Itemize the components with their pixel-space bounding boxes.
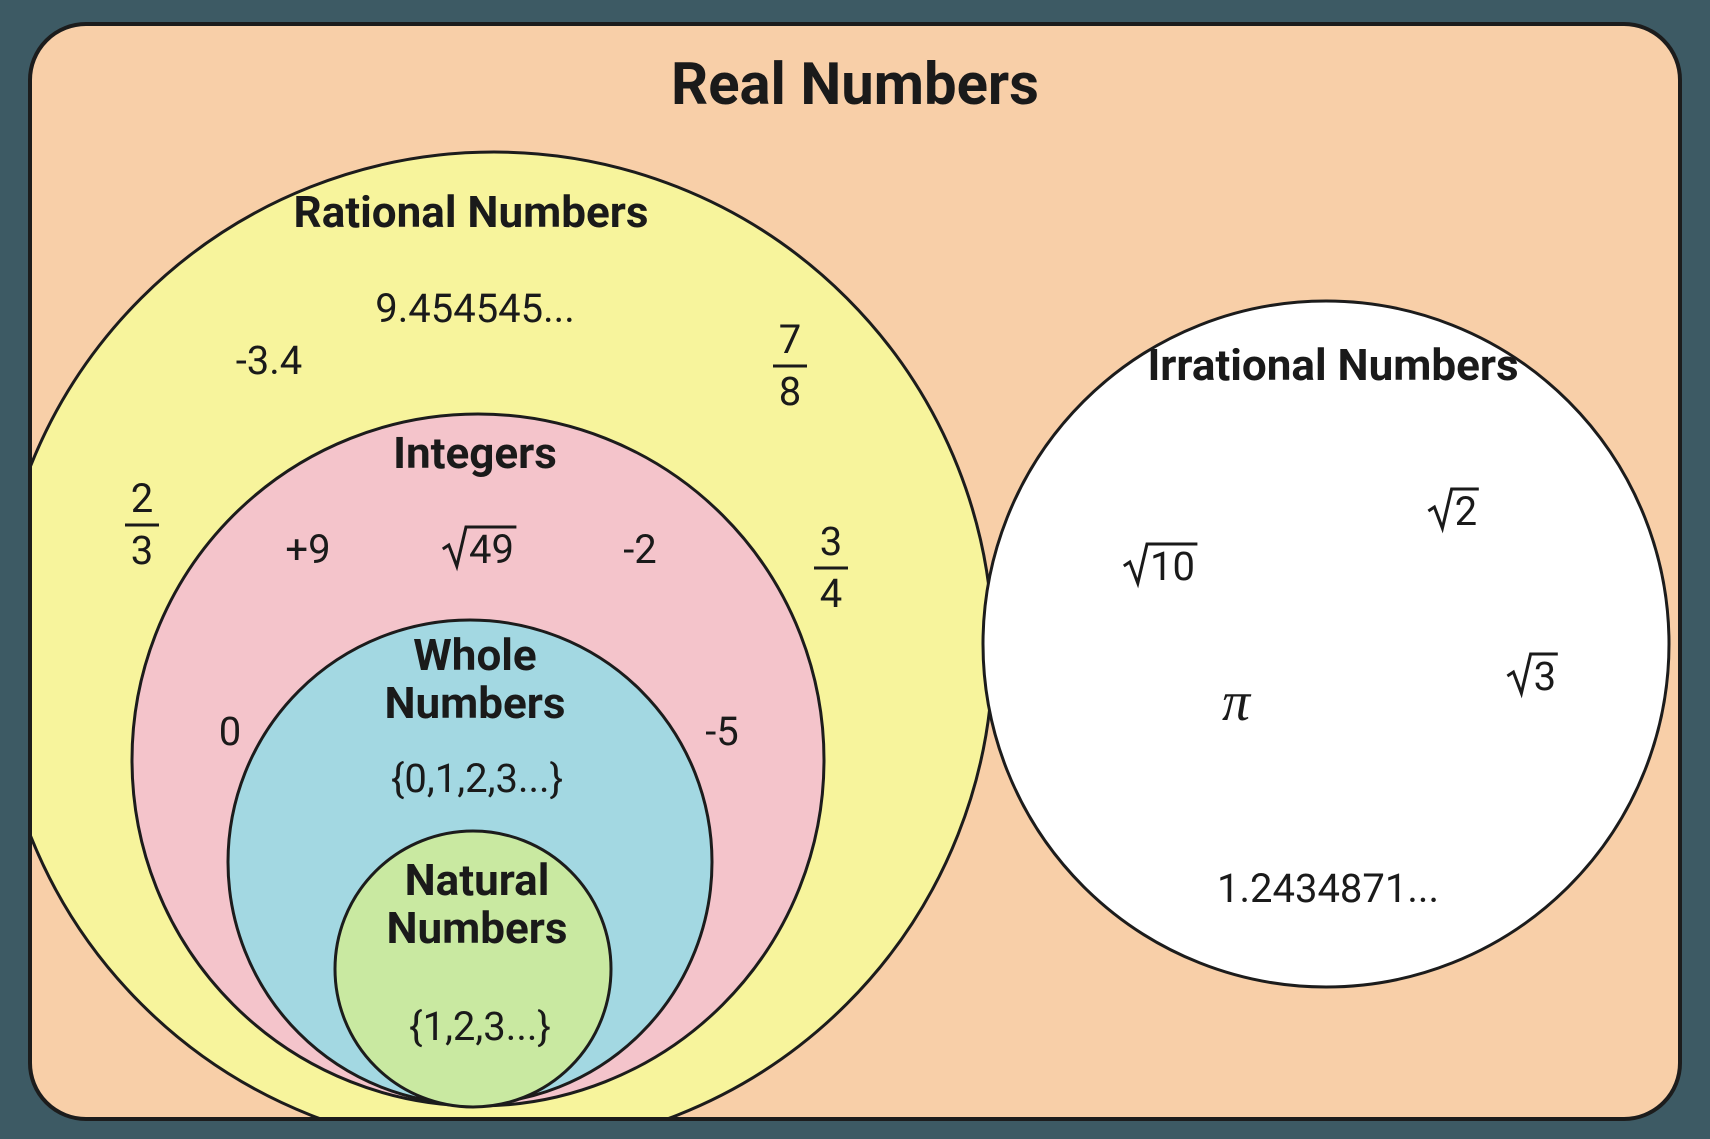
svg-text:10: 10	[1150, 543, 1195, 590]
ex-rational-neg34: -3.4	[236, 337, 303, 384]
venn-svg: Real NumbersRational NumbersIntegersWhol…	[0, 0, 1710, 1139]
ex-int-neg5: -5	[705, 708, 739, 755]
svg-text:49: 49	[469, 526, 514, 573]
svg-text:3: 3	[820, 518, 842, 565]
svg-text:3: 3	[1534, 653, 1556, 700]
ex-int-neg2: -2	[623, 526, 657, 573]
ex-irr-pi: π	[1222, 671, 1252, 733]
ex-int-plus9: +9	[285, 526, 330, 573]
svg-text:3: 3	[131, 527, 153, 574]
title-real-numbers: Real Numbers	[671, 51, 1039, 119]
svg-text:2: 2	[131, 475, 153, 522]
ex-whole-set: {0,1,2,3...}	[391, 755, 563, 802]
label-irrational: Irrational Numbers	[1147, 339, 1518, 391]
ex-natural-set: {1,2,3...}	[409, 1003, 551, 1050]
ex-int-zero: 0	[219, 708, 241, 755]
ex-rational-decimal: 9.454545...	[375, 285, 575, 332]
svg-text:7: 7	[779, 316, 801, 363]
svg-text:8: 8	[779, 368, 801, 415]
label-integers: Integers	[393, 427, 557, 479]
svg-text:2: 2	[1455, 488, 1477, 535]
label-natural: NaturalNumbers	[386, 854, 567, 954]
ex-irr-decimal: 1.2434871...	[1217, 865, 1439, 912]
label-rational: Rational Numbers	[294, 186, 649, 238]
diagram-root: Real NumbersRational NumbersIntegersWhol…	[0, 0, 1710, 1139]
svg-text:4: 4	[820, 570, 842, 617]
